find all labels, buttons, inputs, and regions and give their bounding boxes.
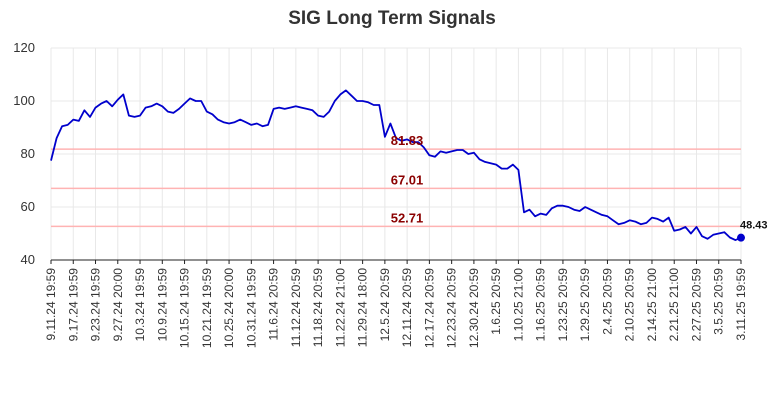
last-price-point <box>737 233 745 242</box>
x-tick-label: 1.29.25 20:59 <box>578 268 592 342</box>
x-tick-label: 3.11.25 19:59 <box>734 268 748 341</box>
x-tick-label: 9.27.24 20:00 <box>111 268 125 342</box>
x-tick-label: 12.23.24 20:59 <box>445 268 459 348</box>
signal-level-label: 81.83 <box>391 133 424 148</box>
x-tick-label: 12.17.24 20:59 <box>422 268 436 348</box>
x-tick-label: 1.6.25 20:59 <box>489 268 503 335</box>
last-price-label: 48.43 <box>740 220 768 232</box>
y-tick-label: 100 <box>13 93 35 108</box>
x-tick-label: 10.15.24 19:59 <box>178 268 192 348</box>
y-tick-label: 120 <box>13 40 35 55</box>
x-tick-label: 12.11.24 20:59 <box>400 268 414 348</box>
signal-level-label: 67.01 <box>391 172 424 187</box>
price-line <box>50 89 742 242</box>
x-tick-label: 12.30.24 20:59 <box>467 268 481 348</box>
x-tick-label: 10.3.24 19:59 <box>133 268 147 342</box>
x-tick-label: 10.25.24 20:00 <box>222 268 236 348</box>
chart-title: SIG Long Term Signals <box>288 8 496 29</box>
annotations: 81.83 67.01 52.71 48.43 <box>391 133 768 232</box>
x-tick-label: 10.9.24 19:59 <box>155 268 169 342</box>
x-tick-label: 2.10.25 20:59 <box>623 268 637 342</box>
x-tick-label: 11.12.24 20:59 <box>289 268 303 348</box>
x-tick-label: 11.18.24 20:59 <box>311 268 325 348</box>
x-tick-label: 10.31.24 19:59 <box>244 268 258 348</box>
signal-levels <box>51 148 741 228</box>
x-tick-label: 11.29.24 18:00 <box>356 268 370 348</box>
x-tick-label: 9.23.24 19:59 <box>89 268 103 342</box>
x-tick-label: 11.6.24 20:59 <box>267 268 281 341</box>
y-tick-label: 80 <box>21 146 35 161</box>
signal-level-label: 52.71 <box>391 210 424 225</box>
x-tick-label: 2.14.25 21:00 <box>645 268 659 342</box>
x-tick-label: 9.17.24 19:59 <box>66 268 80 342</box>
axes: 40 60 80 100 120 9.11.24 19:59 9.17.24 19:59 9.… <box>13 40 748 348</box>
x-tick-label: 2.21.25 21:00 <box>667 268 681 342</box>
x-tick-label: 9.11.24 19:59 <box>44 268 58 341</box>
y-tick-label: 40 <box>21 252 35 267</box>
x-tick-label: 11.22.24 21:00 <box>333 268 347 348</box>
price-series <box>50 89 745 242</box>
x-tick-label: 10.21.24 19:59 <box>200 268 214 348</box>
grid <box>50 47 742 261</box>
x-tick-label: 12.5.24 20:59 <box>378 268 392 342</box>
x-tick-label: 3.5.25 20:59 <box>712 268 726 335</box>
x-tick-label: 2.27.25 20:59 <box>689 268 703 342</box>
x-tick-label: 1.16.25 20:59 <box>534 268 548 342</box>
y-tick-label: 60 <box>21 199 35 214</box>
x-tick-label: 2.4.25 20:59 <box>600 268 614 335</box>
x-tick-label: 1.10.25 21:00 <box>511 268 525 342</box>
x-tick-label: 1.23.25 20:59 <box>556 268 570 342</box>
